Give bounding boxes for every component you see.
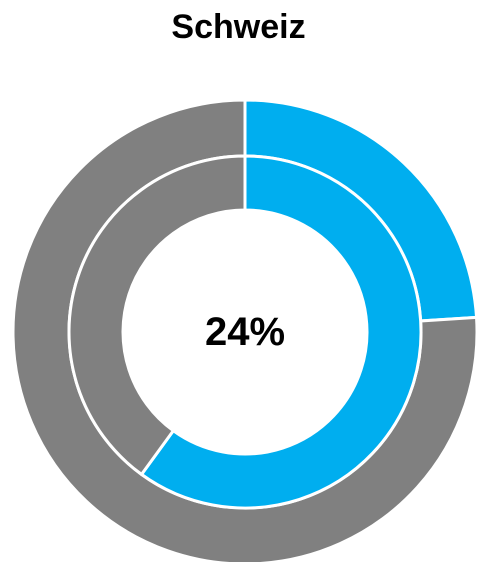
center-label: 24% <box>205 310 285 354</box>
